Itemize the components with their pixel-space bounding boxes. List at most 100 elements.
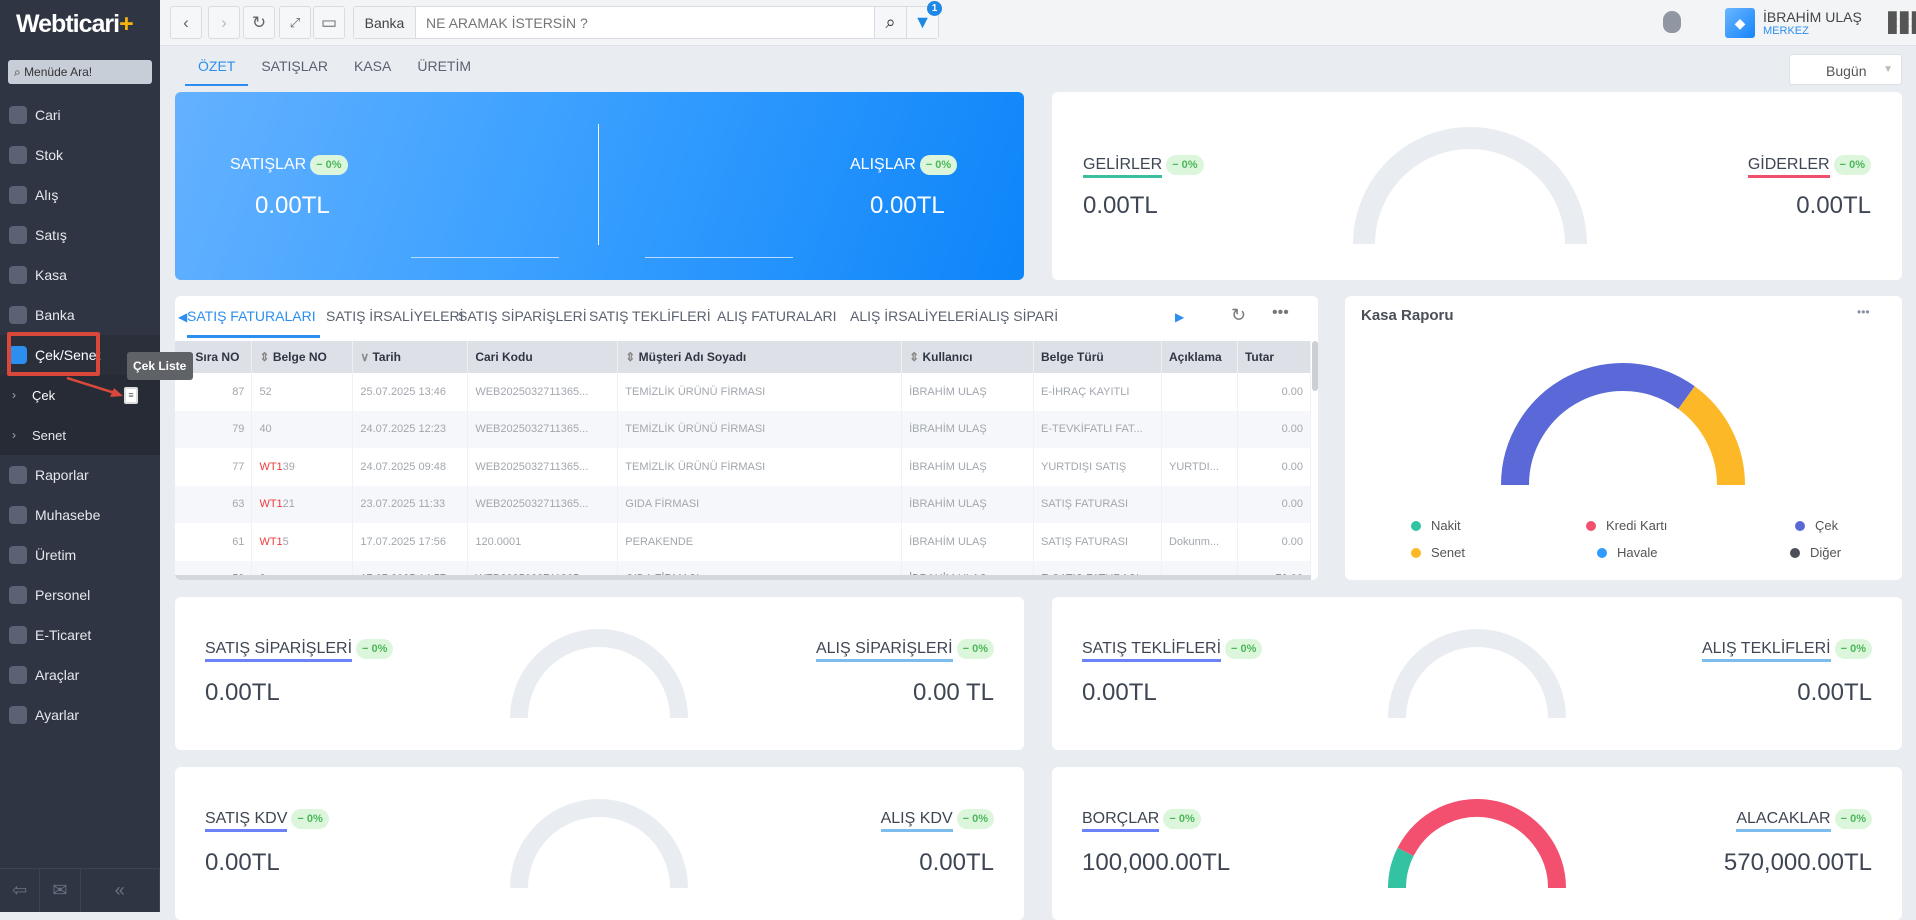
sidebar-item-banka[interactable]: Banka — [0, 295, 160, 335]
back-button[interactable]: ‹ — [170, 6, 202, 39]
chevron-right-icon: › — [12, 428, 16, 442]
sidebar-item-alış[interactable]: Alış — [0, 175, 160, 215]
table-cell: 79 — [175, 410, 253, 448]
invoice-tab[interactable]: ALIŞ İRSALİYELERİ — [850, 308, 979, 324]
top-bar: ‹ › ↻ ⤢ ▭ Banka ⌕ ▼1 ◆ İBRAHİM ULAŞ MERK… — [160, 0, 1916, 46]
table-cell — [1161, 485, 1238, 523]
invoice-tab[interactable]: SATIŞ TEKLİFLERİ — [589, 308, 711, 324]
sidebar-item-senet[interactable]: › Senet — [0, 415, 160, 455]
tabs-scroll-right-icon[interactable]: ▶ — [1175, 310, 1185, 324]
column-header[interactable]: ⇕ Belge NO — [251, 341, 354, 373]
right-value: 0.00TL — [919, 849, 994, 876]
expense-change-badge: − 0% — [1833, 155, 1871, 175]
column-header[interactable]: ⇕ Müşteri Adı Soyadı — [617, 341, 903, 373]
tab-satislar[interactable]: SATIŞLAR — [261, 58, 328, 74]
column-header[interactable]: ∨ Tarih — [352, 341, 469, 373]
box-icon — [9, 146, 27, 164]
change-badge: − 0% — [956, 639, 994, 659]
invoice-tab[interactable]: SATIŞ İRSALİYELERİ — [326, 308, 464, 324]
invoice-tab[interactable]: SATIŞ SİPARİŞLERİ — [458, 308, 587, 324]
sidebar-item-araçlar[interactable]: Araçlar — [0, 655, 160, 695]
sidebar-item-cari[interactable]: Cari — [0, 95, 160, 135]
more-options-icon[interactable]: ••• — [1272, 304, 1289, 321]
filter-icon: ▼ — [913, 12, 932, 32]
legend-item[interactable]: Senet — [1411, 545, 1465, 560]
column-header[interactable]: ⇕ Kullanıcı — [901, 341, 1035, 373]
sales-sparkline — [411, 257, 559, 258]
collapse-sidebar-icon[interactable]: « — [81, 869, 160, 912]
column-header[interactable]: Açıklama — [1161, 341, 1238, 373]
tab-ozet[interactable]: ÖZET — [185, 46, 249, 86]
table-cell: 0.00 — [1237, 485, 1312, 523]
search-category[interactable]: Banka — [354, 7, 416, 38]
invoice-tab[interactable]: ALIŞ FATURALARI — [717, 308, 837, 324]
legend-item[interactable]: Havale — [1597, 545, 1657, 560]
sidebar-item-stok[interactable]: Stok — [0, 135, 160, 175]
user-name[interactable]: İBRAHİM ULAŞ — [1763, 9, 1862, 25]
message-icon[interactable]: ✉ — [40, 869, 81, 912]
monitor-button[interactable]: ▭ — [313, 6, 345, 39]
more-options-icon[interactable]: ••• — [1857, 305, 1870, 319]
vertical-scrollbar[interactable] — [1312, 341, 1318, 391]
logo[interactable]: Webticari+ — [16, 10, 134, 38]
tabs-scroll-left-icon[interactable]: ◀ — [178, 310, 188, 324]
sidebar-item-satış[interactable]: Satış — [0, 215, 160, 255]
table-cell: 25.07.2025 13:46 — [352, 373, 469, 411]
bag-down-icon — [9, 186, 27, 204]
left-value: 0.00TL — [1082, 679, 1157, 706]
legend-item[interactable]: Diğer — [1790, 545, 1841, 560]
table-row[interactable]: 79 40 24.07.2025 12:23 WEB2025032711365... T… — [175, 410, 1312, 448]
chevron-down-icon: ▼ — [1883, 64, 1893, 75]
sidebar-item-muhasebe[interactable]: Muhasebe — [0, 495, 160, 535]
refresh-button[interactable]: ↻ — [243, 6, 275, 39]
avatar[interactable]: ◆ — [1725, 8, 1755, 38]
cek-senet-highlight-box — [7, 332, 100, 376]
refresh-icon[interactable]: ↻ — [1231, 305, 1247, 325]
sidebar-item-ayarlar[interactable]: Ayarlar — [0, 695, 160, 735]
table-cell: 24.07.2025 12:23 — [352, 410, 469, 448]
right-label: ALIŞ SİPARİŞLERİ — [815, 640, 953, 663]
left-label: SATIŞ KDV — [205, 810, 288, 833]
invoice-tab[interactable]: ALIŞ SİPARİ — [979, 308, 1059, 324]
legend-item[interactable]: Çek — [1795, 518, 1838, 533]
column-header[interactable]: Tutar — [1237, 341, 1312, 373]
sidebar-item-label: Stok — [35, 147, 64, 163]
table-row[interactable]: 77 WT139 24.07.2025 09:48 WEB2025032711365.… — [175, 448, 1312, 486]
filter-badge: 1 — [927, 1, 942, 16]
change-badge: − 0% — [956, 809, 994, 829]
table-row[interactable]: 63 WT121 23.07.2025 11:33 WEB2025032711365.… — [175, 485, 1312, 523]
table-row[interactable]: 87 52 25.07.2025 13:46 WEB2025032711365... T… — [175, 373, 1312, 411]
sidebar-item-label: Çek — [32, 387, 56, 403]
logout-icon[interactable]: ⇦ — [0, 869, 41, 912]
sidebar-item-raporlar[interactable]: Raporlar — [0, 455, 160, 495]
invoice-tab[interactable]: SATIŞ FATURALARI — [187, 308, 316, 324]
bug-report-icon[interactable] — [1663, 11, 1681, 33]
search-button[interactable]: ⌕ — [874, 7, 906, 38]
menu-search-input[interactable]: ⌕ Menüde Ara! — [8, 60, 152, 84]
sidebar-item-label: Ayarlar — [35, 707, 80, 723]
tab-uretim[interactable]: ÜRETİM — [417, 58, 472, 74]
sidebar-item-üretim[interactable]: Üretim — [0, 535, 160, 575]
period-select[interactable]: Bugün ▼ — [1789, 54, 1902, 85]
table-row[interactable]: 61 WT15 17.07.2025 17:56 120.0001 PERAKENDE İ… — [175, 523, 1312, 561]
sidebar-item-e-ticaret[interactable]: E-Ticaret — [0, 615, 160, 655]
right-value: 0.00 TL — [913, 679, 994, 706]
sidebar-item-label: Banka — [35, 307, 75, 323]
column-header[interactable]: Belge Türü — [1033, 341, 1162, 373]
tab-kasa[interactable]: KASA — [354, 58, 392, 74]
legend-dot — [1411, 520, 1421, 531]
sidebar-item-personel[interactable]: Personel — [0, 575, 160, 615]
column-header[interactable]: Cari Kodu — [467, 341, 619, 373]
horizontal-scrollbar[interactable] — [175, 575, 1311, 580]
legend-item[interactable]: Kredi Kartı — [1586, 518, 1667, 533]
filter-button[interactable]: ▼ 1 — [906, 1, 942, 38]
gauge-chart — [510, 799, 688, 889]
sidebar-item-kasa[interactable]: Kasa — [0, 255, 160, 295]
legend-item[interactable]: Nakit — [1411, 518, 1461, 533]
global-search-input[interactable] — [416, 7, 874, 38]
fullscreen-button[interactable]: ⤢ — [279, 6, 311, 39]
kasa-segment-Çek — [1501, 363, 1695, 486]
forward-button[interactable]: › — [208, 6, 240, 39]
cek-liste-icon[interactable]: ≡ — [124, 387, 138, 404]
apps-grid-icon[interactable]: ■■■■■■■■■ — [1887, 5, 1916, 39]
